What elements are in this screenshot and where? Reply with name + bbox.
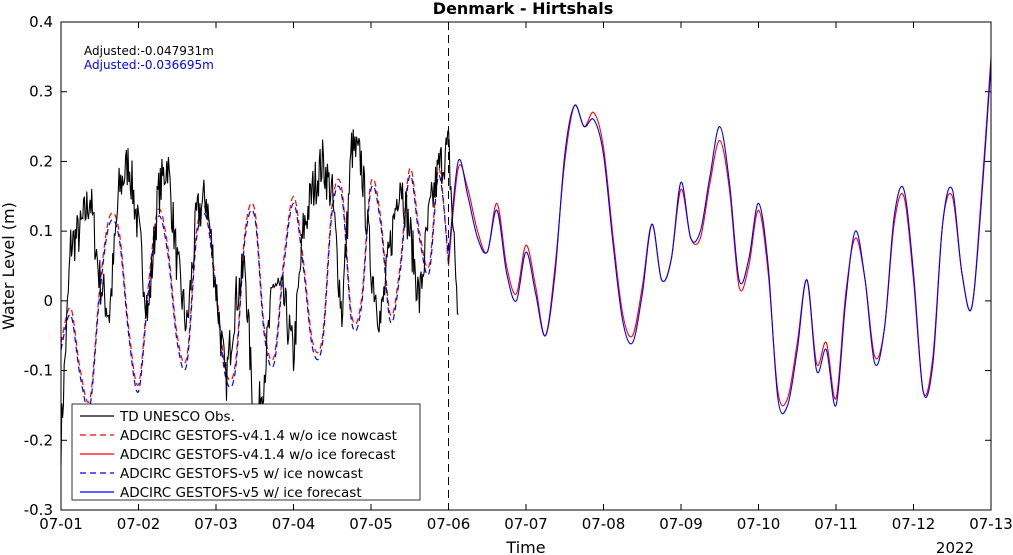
y-tick-label: 0.3	[29, 83, 53, 101]
x-tick-label: 07-02	[117, 515, 161, 533]
adjustment-annotation-blue: Adjusted:-0.036695m	[84, 58, 214, 72]
y-tick-label: 0	[43, 292, 53, 310]
x-tick-label: 07-11	[814, 515, 858, 533]
x-tick-label: 07-09	[659, 515, 703, 533]
x-tick-label: 07-01	[39, 515, 83, 533]
adjustment-annotation-black: Adjusted:-0.047931m	[84, 44, 214, 58]
y-tick-label: 0.1	[29, 222, 53, 240]
x-tick-label: 07-13	[969, 515, 1013, 533]
series-line-3	[60, 174, 450, 410]
x-tick-labels: 07-01 07-02 07-03 07-04 07-05 07-06 07-07 07-08…	[39, 515, 1013, 533]
y-tick-label: -0.1	[24, 362, 53, 380]
y-tick-label: 0.4	[29, 13, 53, 31]
y-tick-label: -0.3	[24, 501, 53, 519]
legend-label: ADCIRC GESTOFS-v4.1.4 w/o ice nowcast	[120, 428, 397, 444]
y-tick-label: 0.2	[29, 152, 53, 170]
x-tick-label: 07-10	[737, 515, 781, 533]
x-tick-label: 07-12	[892, 515, 936, 533]
legend-label: ADCIRC GESTOFS-v4.1.4 w/o ice forecast	[120, 447, 396, 463]
x-tick-label: 07-06	[427, 515, 471, 533]
legend: TD UNESCO Obs. ADCIRC GESTOFS-v4.1.4 w/o …	[71, 403, 421, 501]
legend-label: TD UNESCO Obs.	[119, 409, 235, 425]
series-line-4	[447, 63, 992, 415]
y-axis-label: Water Level (m)	[0, 202, 18, 330]
x-tick-label: 07-05	[349, 515, 393, 533]
y-tick-labels: -0.3 -0.2 -0.1 0 0.1 0.2 0.3 0.4	[24, 13, 53, 519]
year-label: 2022	[936, 539, 974, 555]
y-tick-label: -0.2	[24, 431, 53, 449]
x-axis-label: Time	[505, 538, 545, 555]
plot-frame	[60, 21, 992, 511]
x-tick-label: 07-07	[504, 515, 548, 533]
series-lines	[60, 56, 992, 465]
x-tick-label: 07-08	[582, 515, 626, 533]
chart-title: Denmark - Hirtshals	[433, 0, 613, 18]
x-tick-label: 07-04	[272, 515, 316, 533]
legend-label: ADCIRC GESTOFS-v5 w/ ice nowcast	[120, 466, 363, 482]
x-tick-label: 07-03	[194, 515, 238, 533]
legend-label: ADCIRC GESTOFS-v5 w/ ice forecast	[120, 485, 362, 501]
legend-box	[71, 403, 421, 501]
series-line-0	[60, 129, 459, 465]
